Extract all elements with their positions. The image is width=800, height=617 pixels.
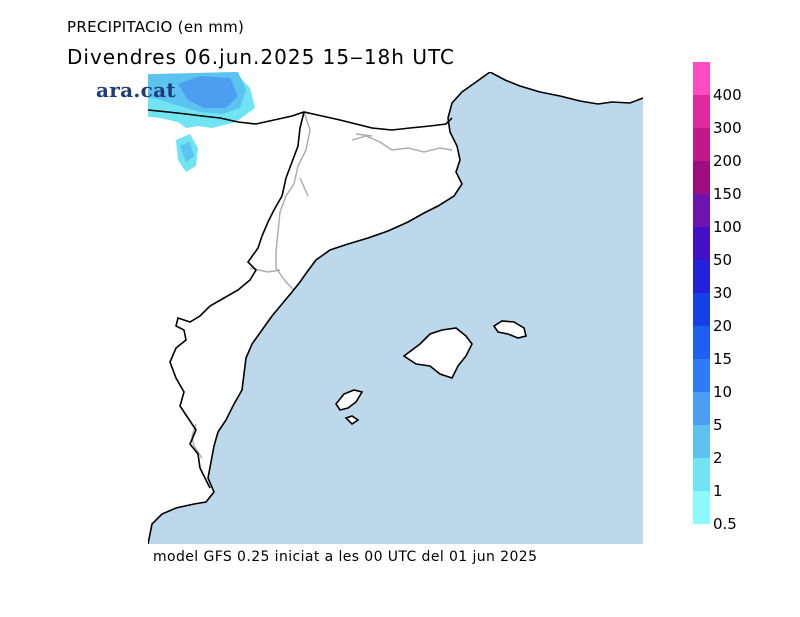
legend-label: 50: [713, 251, 733, 269]
aracat-logo: ara.cat: [96, 78, 176, 102]
island-ibiza: [335, 389, 364, 411]
legend-swatch: [693, 425, 710, 458]
legend-swatch: [693, 392, 710, 425]
precipitation-legend: [693, 62, 710, 524]
legend-label: 1: [713, 482, 723, 500]
legend-swatch: [693, 359, 710, 392]
legend-label: 150: [713, 185, 742, 203]
chart-title: PRECIPITACIO (en mm): [67, 18, 245, 36]
legend-label: 5: [713, 416, 723, 434]
chart-subtitle: Divendres 06.jun.2025 15‒18h UTC: [67, 45, 455, 69]
land-area: [148, 72, 490, 544]
legend-label: 20: [713, 317, 733, 335]
legend-swatch: [693, 95, 710, 128]
legend-label: 30: [713, 284, 733, 302]
legend-label: 300: [713, 119, 742, 137]
spain-interior-border: [169, 111, 305, 489]
model-caption: model GFS 0.25 iniciat a les 00 UTC del …: [153, 549, 538, 565]
legend-swatch: [693, 293, 710, 326]
legend-swatch: [693, 227, 710, 260]
legend-swatch: [693, 62, 710, 95]
france-land: [490, 72, 643, 104]
precipitation-field: [148, 72, 255, 172]
legend-label: 200: [713, 152, 742, 170]
france-coastline: [489, 72, 643, 105]
legend-swatch: [693, 194, 710, 227]
legend-swatch: [693, 260, 710, 293]
legend-label: 0.5: [713, 515, 737, 533]
island-menorca: [492, 320, 527, 339]
legend-swatch: [693, 326, 710, 359]
island-formentera: [344, 415, 360, 426]
legend-swatch: [693, 458, 710, 491]
region-border-valencia: [191, 423, 203, 459]
island-mallorca: [402, 327, 473, 379]
legend-swatch: [693, 161, 710, 194]
legend-label: 2: [713, 449, 723, 467]
legend-label: 15: [713, 350, 733, 368]
legend-label: 400: [713, 86, 742, 104]
legend-label: 100: [713, 218, 742, 236]
legend-label: 10: [713, 383, 733, 401]
legend-swatch: [693, 128, 710, 161]
legend-swatch: [693, 491, 710, 524]
region-border-catalonia-provinces: [249, 133, 453, 273]
coastline: [148, 72, 491, 544]
